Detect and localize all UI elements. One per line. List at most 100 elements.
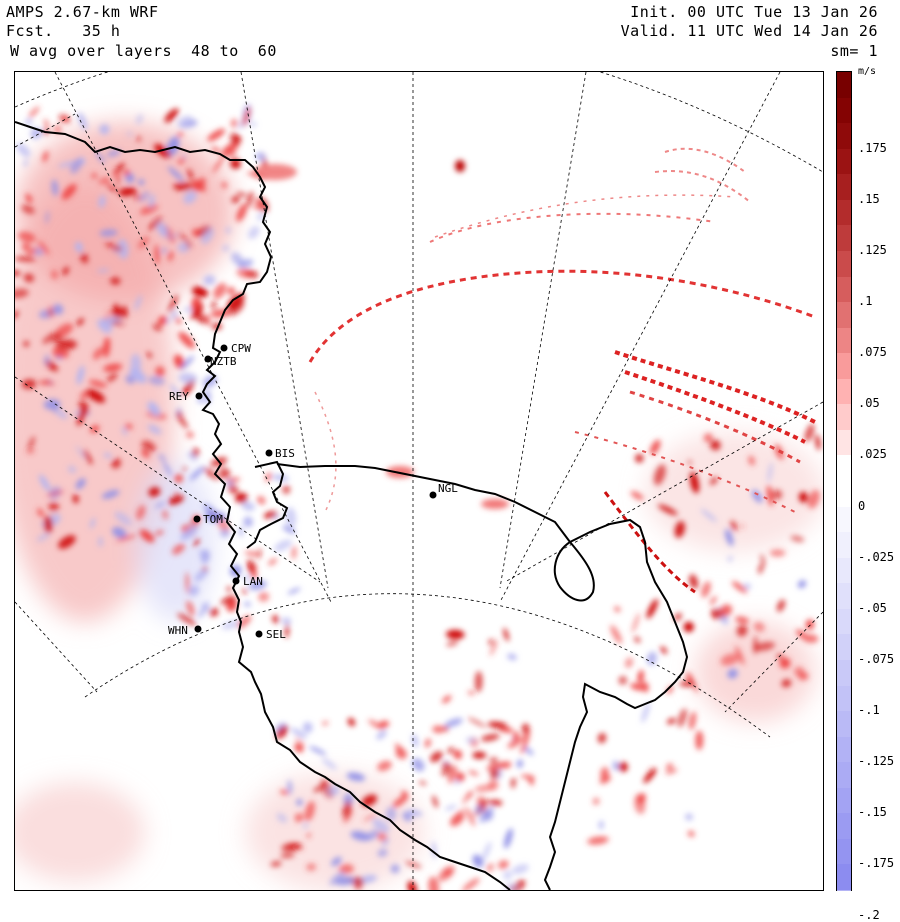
colorbar-band <box>837 455 851 483</box>
velocity-patch <box>446 640 459 647</box>
velocity-patch <box>201 603 209 612</box>
velocity-patch <box>510 778 516 785</box>
velocity-patch <box>450 813 465 827</box>
velocity-patch <box>290 727 308 739</box>
velocity-patch <box>82 449 93 465</box>
velocity-patch <box>103 336 111 358</box>
velocity-patch <box>76 318 84 326</box>
velocity-patch <box>226 293 245 310</box>
velocity-patch <box>769 549 786 557</box>
colorbar <box>836 71 852 892</box>
velocity-patch <box>701 581 711 598</box>
station-cpw[interactable]: CPW <box>220 342 252 355</box>
velocity-patch <box>432 795 438 808</box>
velocity-patch <box>37 508 44 517</box>
velocity-patch <box>210 309 231 318</box>
velocity-patch <box>679 681 696 687</box>
velocity-patch <box>447 747 455 754</box>
velocity-patch <box>276 813 288 823</box>
velocity-patch <box>372 818 390 833</box>
velocity-patch <box>253 198 264 208</box>
velocity-patch <box>162 461 172 477</box>
gravity-wave-streaks <box>308 147 816 594</box>
velocity-patch <box>448 765 458 784</box>
velocity-patch <box>243 575 250 581</box>
colorbar-band <box>837 608 851 636</box>
velocity-patch <box>88 379 107 388</box>
velocity-patch <box>115 162 125 173</box>
station-whn[interactable]: WHN <box>168 624 202 637</box>
velocity-patch <box>282 485 291 494</box>
colorbar-tick-label: 0 <box>858 498 866 513</box>
colorbar-band <box>837 685 851 713</box>
station-bis[interactable]: BIS <box>265 447 295 460</box>
colorbar-tick-label: .075 <box>858 345 887 360</box>
velocity-patch <box>720 653 740 666</box>
velocity-patch <box>390 864 400 874</box>
velocity-patch <box>377 848 388 857</box>
station-label-rey: REY <box>169 390 189 403</box>
velocity-patch <box>347 717 356 727</box>
station-ngl[interactable]: NGL <box>429 482 459 499</box>
velocity-patch <box>246 191 254 208</box>
station-label-sel: SEL <box>266 628 286 641</box>
velocity-patch <box>432 725 445 734</box>
velocity-patch <box>270 861 282 867</box>
velocity-patch <box>342 801 352 818</box>
station-tom[interactable]: TOM <box>193 513 224 526</box>
colorbar-tick-label: -.075 <box>858 651 895 666</box>
velocity-patch <box>804 423 815 442</box>
velocity-patch <box>498 860 509 870</box>
smoothing-label: sm= 1 <box>830 42 878 60</box>
map-canvas[interactable]: CPW NZTB REY BIS NGL TOM LAN WHN SEL <box>15 72 823 890</box>
velocity-patch <box>21 204 35 215</box>
velocity-patch <box>510 783 516 789</box>
velocity-patch <box>39 474 51 492</box>
velocity-patch <box>28 436 35 450</box>
colorbar-tick-label: -.125 <box>858 754 895 769</box>
velocity-patch <box>75 241 83 253</box>
velocity-patch <box>181 379 196 396</box>
colorbar-band <box>837 404 851 432</box>
station-lan[interactable]: LAN <box>232 575 263 588</box>
map-panel[interactable]: CPW NZTB REY BIS NGL TOM LAN WHN SEL <box>14 71 824 891</box>
velocity-patch <box>98 178 106 185</box>
velocity-patch <box>634 636 641 643</box>
velocity-patch <box>67 465 77 473</box>
velocity-patch <box>350 831 371 841</box>
velocity-patch <box>524 746 534 756</box>
colorbar-band <box>837 864 851 892</box>
velocity-patch <box>42 337 49 344</box>
station-nztb[interactable]: NZTB <box>204 355 237 368</box>
velocity-patch <box>112 303 120 319</box>
velocity-patch <box>376 730 387 740</box>
velocity-patch <box>18 231 36 243</box>
velocity-patch <box>412 758 425 772</box>
velocity-patch <box>377 760 392 772</box>
station-sel[interactable]: SEL <box>255 628 287 641</box>
velocity-patch <box>592 797 600 805</box>
colorbar-band <box>837 378 851 406</box>
velocity-patch <box>444 869 452 877</box>
velocity-patch <box>107 185 118 192</box>
colorbar-band <box>837 148 851 176</box>
station-label-nztb: NZTB <box>210 355 237 368</box>
velocity-patch <box>58 348 69 359</box>
velocity-patch <box>725 529 734 546</box>
velocity-patch <box>657 504 678 516</box>
velocity-patch <box>428 876 440 890</box>
coastline <box>15 121 689 890</box>
colorbar-tick-label: .125 <box>858 242 887 257</box>
colorbar-tick-label: -.2 <box>858 907 880 922</box>
velocity-patch <box>219 467 231 480</box>
velocity-patch <box>313 786 322 792</box>
velocity-patch <box>141 440 156 452</box>
velocity-patch <box>597 732 607 744</box>
velocity-patch <box>170 310 178 320</box>
station-rey[interactable]: REY <box>169 390 203 403</box>
velocity-patch <box>93 347 104 360</box>
velocity-patch <box>285 623 289 639</box>
velocity-patch <box>231 196 240 203</box>
colorbar-tick-label: .1 <box>858 294 873 309</box>
velocity-patch <box>227 483 238 494</box>
